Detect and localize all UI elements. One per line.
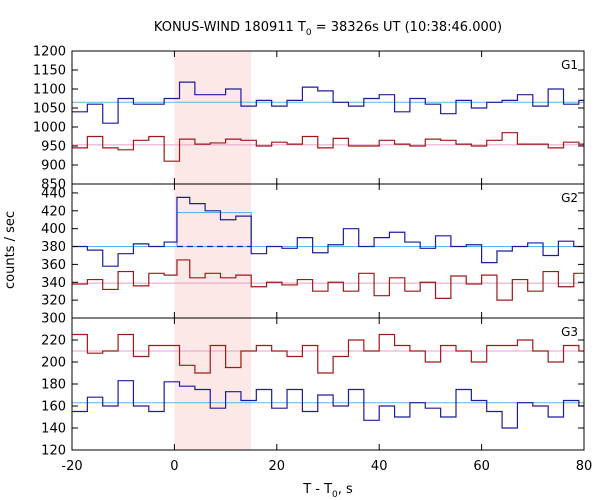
- burst-interval-shading: [174, 51, 252, 450]
- g1-series-red: [72, 132, 584, 162]
- g2-ytick-label: 400: [41, 222, 66, 237]
- x-axis-label-rest: , s: [338, 482, 353, 497]
- g2-series-red: [72, 259, 584, 301]
- g1-ytick-label: 950: [41, 140, 66, 155]
- xtick-label: -20: [61, 459, 82, 474]
- chart-title-main: KONUS-WIND 180911 T: [154, 20, 306, 35]
- g1-series-blue: [72, 81, 584, 124]
- g2-ytick-label: 340: [41, 276, 66, 291]
- g1-ytick-label: 900: [41, 159, 66, 174]
- x-axis-label-main: T - T: [302, 482, 332, 497]
- g3-panel-label: G3: [561, 325, 578, 339]
- xtick-label: 60: [473, 459, 490, 474]
- g3-ytick-label: 160: [41, 400, 66, 415]
- g3-frame: [71, 317, 585, 451]
- g3-ytick-label: 140: [41, 422, 66, 437]
- xtick-label: 40: [371, 459, 388, 474]
- burst-interval-rect: [174, 51, 252, 450]
- xtick-label: 80: [576, 459, 593, 474]
- g2-ytick-label: 420: [41, 204, 66, 219]
- xtick-label: 20: [269, 459, 286, 474]
- g3-ytick-label: 200: [41, 356, 66, 371]
- g3-ytick-label: 220: [41, 334, 66, 349]
- chart-title-rest: = 38326s UT (10:38:46.000): [312, 20, 502, 35]
- xtick-label: 0: [170, 459, 178, 474]
- g2-ytick-label: 360: [41, 258, 66, 273]
- g1-ytick-label: 1150: [33, 64, 66, 79]
- g3-ytick-label: 180: [41, 378, 66, 393]
- g2-ytick-label: 440: [41, 186, 66, 201]
- chart-title: KONUS-WIND 180911 T0 = 38326s UT (10:38:…: [154, 20, 502, 38]
- g1-ytick-label: 1050: [33, 102, 66, 117]
- g3-series-red: [72, 333, 584, 374]
- g3-series-blue: [72, 380, 584, 429]
- g2-panel-label: G2: [561, 191, 578, 205]
- x-axis-label-subscript: 0: [332, 490, 338, 500]
- g1-panel-label: G1: [561, 58, 578, 72]
- g2-ytick-label: 300: [41, 312, 66, 327]
- axis-ticks: 8509009501000105011001150120030032034036…: [33, 45, 592, 475]
- x-axis-label: T - T0, s: [302, 482, 353, 500]
- chart-title-subscript: 0: [306, 28, 312, 38]
- g1-ytick-label: 850: [41, 178, 66, 193]
- g1-ytick-label: 1000: [33, 121, 66, 136]
- data-series: [72, 81, 584, 429]
- panel-labels: G1 G2 G3: [561, 58, 578, 339]
- g1-ytick-label: 1200: [33, 45, 66, 60]
- g1-ytick-label: 1100: [33, 83, 66, 98]
- g1-frame: [71, 50, 585, 185]
- g2-ytick-label: 320: [41, 294, 66, 309]
- y-axis-label: counts / sec: [3, 211, 18, 289]
- g3-ytick-label: 120: [41, 444, 66, 459]
- g2-ytick-label: 380: [41, 240, 66, 255]
- g2-series-blue: [72, 196, 584, 267]
